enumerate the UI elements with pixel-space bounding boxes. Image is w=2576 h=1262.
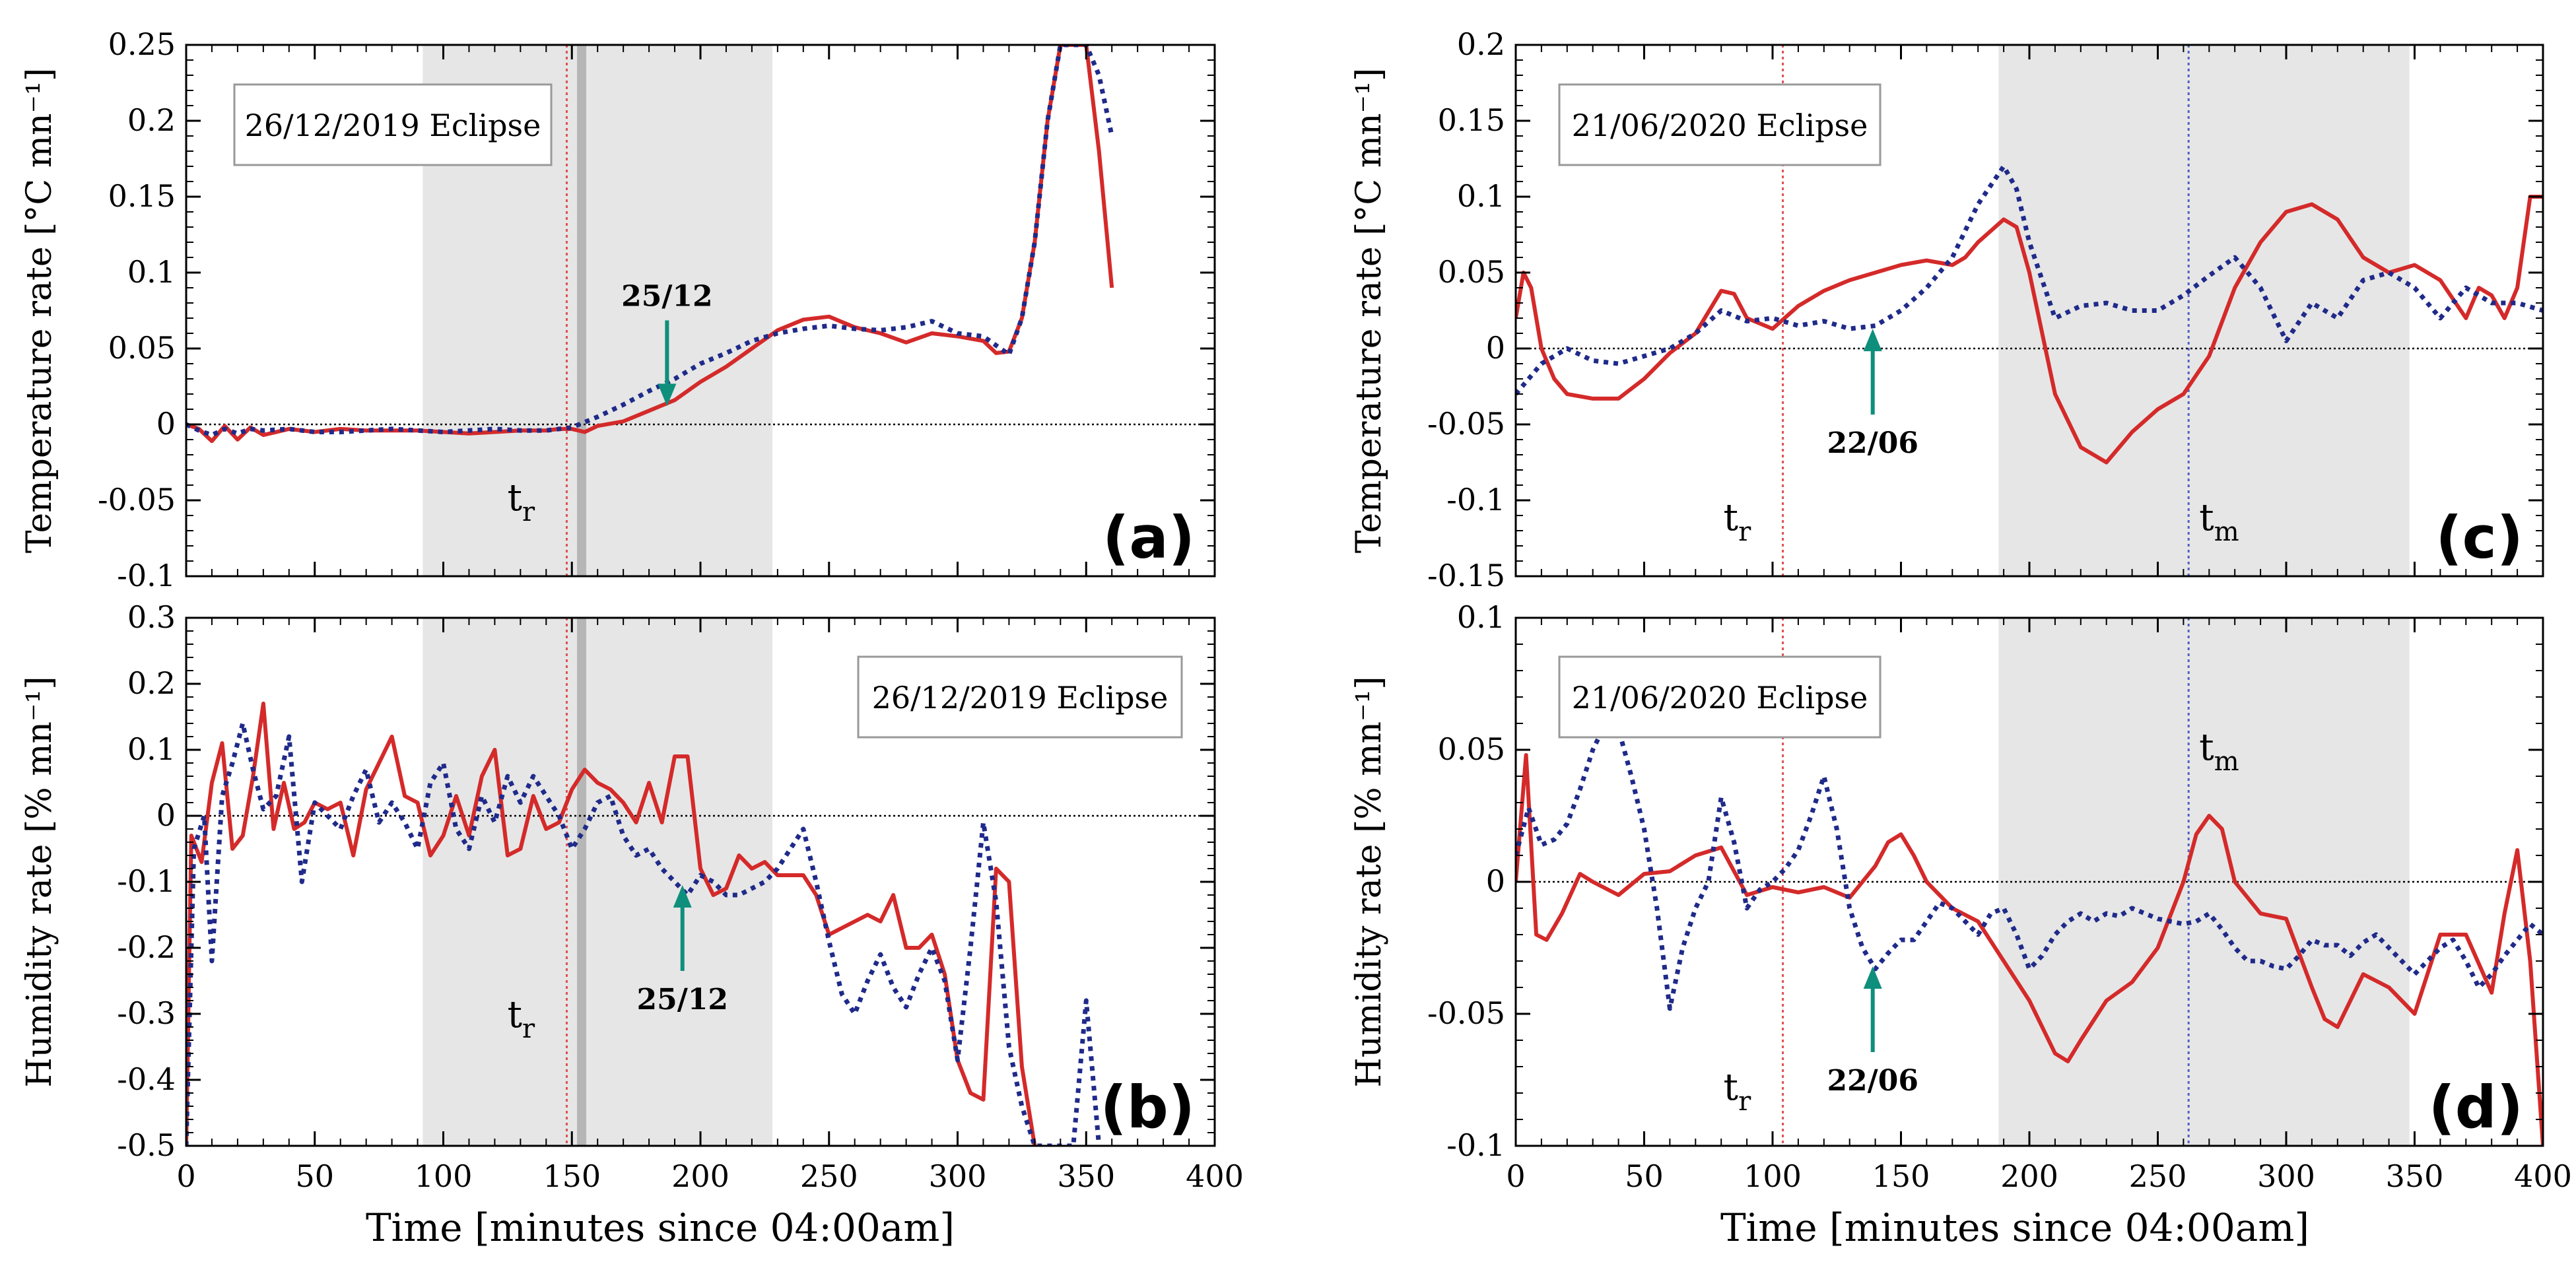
x-tick-label: 400: [1186, 1158, 1244, 1194]
y-tick-label: 0.2: [127, 102, 176, 138]
y-tick-label: 0.1: [127, 254, 176, 290]
y-tick-label: -0.4: [117, 1061, 176, 1097]
y-tick-label: -0.1: [1446, 1127, 1505, 1163]
eclipse-label-text: 21/06/2020 Eclipse: [1572, 108, 1868, 143]
y-tick-label: -0.15: [1427, 558, 1505, 593]
series-line-dotted: [1516, 164, 2543, 396]
y-tick-label: -0.5: [117, 1127, 176, 1163]
tr-label: tr: [507, 993, 535, 1044]
tr-label: tr: [507, 477, 535, 527]
y-tick-label: 0: [1486, 863, 1505, 899]
tm-label: tm: [2199, 726, 2239, 777]
eclipse-label-box: [1558, 655, 1881, 739]
panel-letter: (d): [2429, 1073, 2523, 1141]
y-tick-label: -0.1: [117, 558, 176, 593]
chart-panel-c: -0.15 -0.1 -0.05 0 0.05 0.1 0.15 0.2 Temperature…: [1349, 26, 2544, 593]
series-line-dotted: [1516, 721, 2543, 1011]
x-tick-label: 50: [295, 1158, 334, 1194]
eclipse-label-text: 26/12/2019 Eclipse: [872, 680, 1169, 715]
x-tick-label: 150: [543, 1158, 601, 1194]
y-tick-label: -0.2: [117, 929, 176, 965]
y-tick-label: 0: [156, 406, 176, 442]
y-tick-label: 0.1: [1457, 178, 1505, 214]
x-tick-label: 0: [176, 1158, 195, 1194]
y-tick-label: -0.3: [117, 995, 176, 1031]
annotation-arrow-head: [658, 383, 677, 407]
annotation-arrow-head: [1863, 329, 1882, 352]
eclipse-label-box: [857, 655, 1183, 739]
y-axis-label: Humidity rate [% mn⁻¹]: [20, 676, 59, 1087]
tr-label: tr: [1724, 496, 1752, 547]
y-tick-label: 0.25: [108, 26, 176, 62]
y-tick-label: 0.05: [108, 330, 176, 366]
y-tick-label: 0.15: [108, 178, 176, 214]
series-line-solid: [1516, 195, 2543, 465]
x-tick-label: 400: [2514, 1158, 2572, 1194]
y-tick-label: -0.1: [117, 863, 176, 899]
eclipse-label-text: 26/12/2019 Eclipse: [245, 108, 541, 143]
x-axis-label-right: Time [minutes since 04:00am]: [1720, 1205, 2309, 1250]
y-tick-label: 0.05: [1438, 731, 1505, 767]
series-line-solid: [186, 702, 1037, 1146]
tm-label: tm: [2199, 496, 2239, 547]
y-tick-label: 0.3: [127, 599, 176, 635]
y-tick-label: 0.05: [1438, 254, 1505, 290]
x-tick-label: 350: [1057, 1158, 1115, 1194]
y-tick-label: 0.2: [127, 665, 176, 701]
max-eclipse-band: [577, 618, 587, 1146]
x-tick-label: 300: [2257, 1158, 2315, 1194]
tr-label: tr: [1724, 1066, 1752, 1117]
x-tick-label: 0: [1506, 1158, 1525, 1194]
panel-letter: (c): [2435, 504, 2523, 572]
x-tick-label: 50: [1625, 1158, 1664, 1194]
y-axis-label: Temperature rate [°C mn⁻¹]: [1349, 68, 1389, 553]
y-axis-label: Temperature rate [°C mn⁻¹]: [20, 68, 59, 553]
eclipse-label-text: 21/06/2020 Eclipse: [1572, 680, 1868, 715]
x-tick-label: 150: [1872, 1158, 1930, 1194]
x-tick-label: 250: [2129, 1158, 2187, 1194]
annotation-arrow-head: [673, 885, 692, 908]
series-line-solid: [1516, 753, 2543, 1146]
x-tick-label: 100: [1744, 1158, 1802, 1194]
x-axis-label-left: Time [minutes since 04:00am]: [366, 1205, 955, 1250]
eclipse-label-box: [1558, 83, 1881, 166]
max-eclipse-band: [577, 45, 587, 576]
chart-panel-a: -0.1 -0.05 0 0.05 0.1 0.15 0.2 0.25 Temperature …: [20, 26, 1216, 593]
annotation-label: 22/06: [1827, 1064, 1918, 1098]
x-tick-label: 200: [2000, 1158, 2058, 1194]
y-tick-label: 0.1: [1457, 599, 1505, 635]
x-tick-label: 300: [929, 1158, 987, 1194]
annotation-label: 25/12: [621, 279, 713, 313]
y-tick-label: -0.05: [98, 482, 176, 517]
y-tick-label: 0.15: [1438, 102, 1505, 138]
y-tick-label: -0.05: [1427, 406, 1505, 442]
x-tick-label: 100: [415, 1158, 473, 1194]
y-tick-label: 0: [156, 797, 176, 833]
y-tick-label: 0.1: [127, 731, 176, 767]
eclipse-shade: [423, 618, 773, 1146]
annotation-label: 25/12: [636, 983, 728, 1016]
annotation-label: 22/06: [1827, 426, 1918, 460]
y-axis-label: Humidity rate [% mn⁻¹]: [1349, 676, 1389, 1087]
y-tick-label: -0.05: [1427, 995, 1505, 1031]
x-tick-label: 250: [800, 1158, 858, 1194]
y-tick-label: 0: [1486, 330, 1505, 366]
eclipse-label-box: [233, 83, 553, 166]
y-tick-label: -0.1: [1446, 482, 1505, 517]
y-tick-label: 0.2: [1457, 26, 1505, 62]
panel-letter: (a): [1102, 504, 1195, 572]
panel-letter: (b): [1101, 1073, 1195, 1141]
x-tick-label: 350: [2386, 1158, 2444, 1194]
chart-panel-b: 0 50 100 150 200 250 300 350 400 -0.5 -0.4 -0.3 -0.2…: [20, 599, 1244, 1194]
series-line-dotted: [186, 45, 1114, 438]
chart-panel-d: 0 50 100 150 200 250 300 350 400 -0.1 -0.05 0 0.05 0.…: [1349, 599, 2572, 1194]
annotation-arrow-head: [1863, 966, 1882, 989]
x-tick-label: 200: [671, 1158, 729, 1194]
